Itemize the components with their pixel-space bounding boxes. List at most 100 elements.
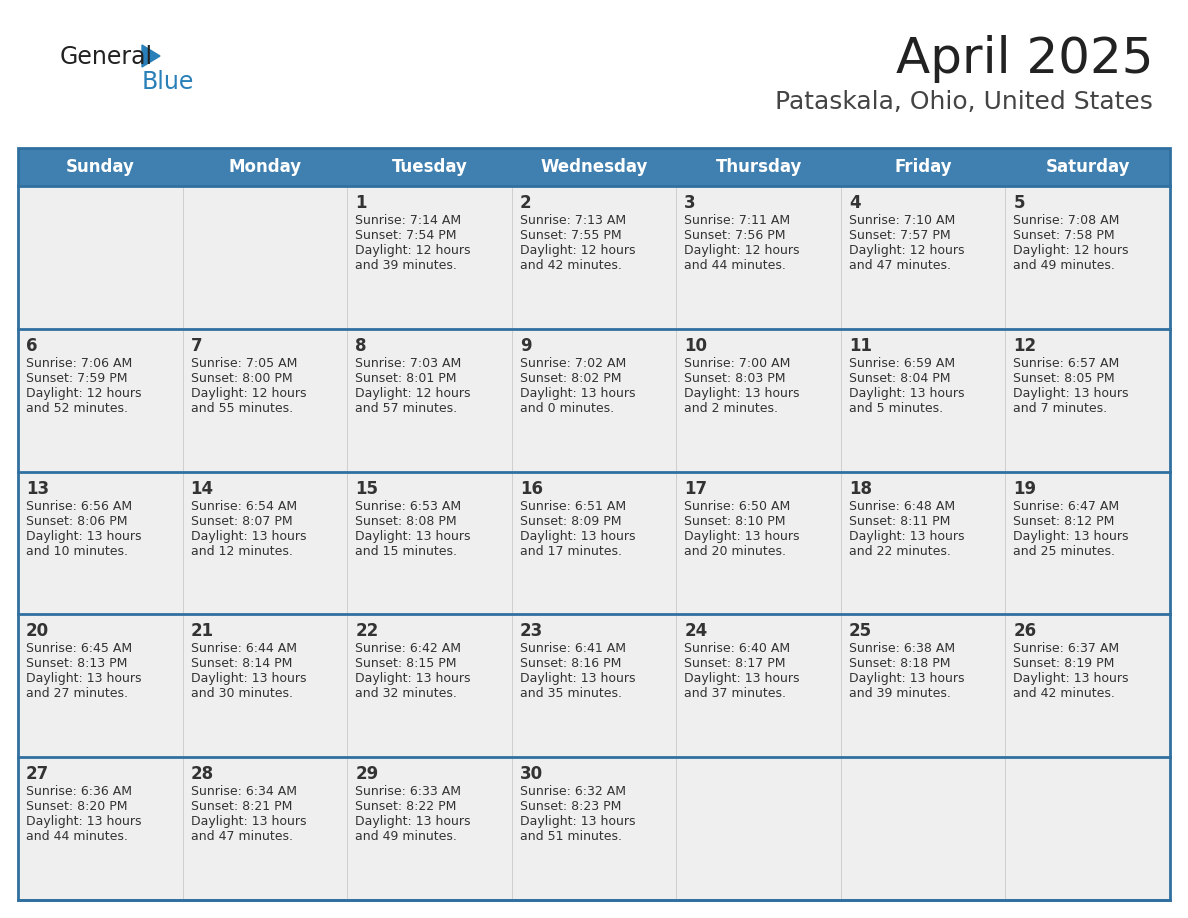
Text: Sunrise: 6:36 AM: Sunrise: 6:36 AM xyxy=(26,785,132,798)
Text: Sunset: 8:05 PM: Sunset: 8:05 PM xyxy=(1013,372,1116,385)
Text: Daylight: 13 hours: Daylight: 13 hours xyxy=(190,672,307,686)
Text: Sunset: 8:17 PM: Sunset: 8:17 PM xyxy=(684,657,785,670)
Text: Daylight: 13 hours: Daylight: 13 hours xyxy=(355,672,470,686)
Text: Sunset: 8:21 PM: Sunset: 8:21 PM xyxy=(190,800,292,813)
Text: Sunset: 8:09 PM: Sunset: 8:09 PM xyxy=(519,515,621,528)
Text: Sunset: 8:08 PM: Sunset: 8:08 PM xyxy=(355,515,456,528)
Text: and 17 minutes.: and 17 minutes. xyxy=(519,544,621,557)
Text: Thursday: Thursday xyxy=(715,158,802,176)
Text: Sunset: 8:19 PM: Sunset: 8:19 PM xyxy=(1013,657,1114,670)
Text: and 7 minutes.: and 7 minutes. xyxy=(1013,402,1107,415)
Text: and 49 minutes.: and 49 minutes. xyxy=(1013,259,1116,272)
Text: 29: 29 xyxy=(355,766,379,783)
Text: Sunrise: 6:34 AM: Sunrise: 6:34 AM xyxy=(190,785,297,798)
Text: Saturday: Saturday xyxy=(1045,158,1130,176)
Text: Sunrise: 7:06 AM: Sunrise: 7:06 AM xyxy=(26,357,132,370)
Text: and 5 minutes.: and 5 minutes. xyxy=(849,402,943,415)
Text: Sunrise: 7:05 AM: Sunrise: 7:05 AM xyxy=(190,357,297,370)
Text: and 35 minutes.: and 35 minutes. xyxy=(519,688,621,700)
Text: 15: 15 xyxy=(355,479,378,498)
Text: Sunrise: 6:57 AM: Sunrise: 6:57 AM xyxy=(1013,357,1119,370)
Text: Daylight: 13 hours: Daylight: 13 hours xyxy=(26,672,141,686)
Text: and 30 minutes.: and 30 minutes. xyxy=(190,688,292,700)
Text: 9: 9 xyxy=(519,337,531,354)
Bar xyxy=(18,148,1170,186)
Text: Sunrise: 6:44 AM: Sunrise: 6:44 AM xyxy=(190,643,297,655)
Text: Daylight: 12 hours: Daylight: 12 hours xyxy=(849,244,965,257)
Text: Sunset: 7:58 PM: Sunset: 7:58 PM xyxy=(1013,229,1116,242)
Text: 24: 24 xyxy=(684,622,708,641)
Text: Sunrise: 6:54 AM: Sunrise: 6:54 AM xyxy=(190,499,297,512)
Text: and 47 minutes.: and 47 minutes. xyxy=(190,830,292,844)
Text: Sunset: 8:00 PM: Sunset: 8:00 PM xyxy=(190,372,292,385)
Text: Sunset: 8:03 PM: Sunset: 8:03 PM xyxy=(684,372,785,385)
Text: and 39 minutes.: and 39 minutes. xyxy=(355,259,457,272)
Text: Sunset: 8:22 PM: Sunset: 8:22 PM xyxy=(355,800,456,813)
Text: 4: 4 xyxy=(849,194,860,212)
Text: 12: 12 xyxy=(1013,337,1037,354)
Text: Sunrise: 6:48 AM: Sunrise: 6:48 AM xyxy=(849,499,955,512)
Text: and 44 minutes.: and 44 minutes. xyxy=(684,259,786,272)
Text: 26: 26 xyxy=(1013,622,1037,641)
Bar xyxy=(18,148,1170,900)
Text: 14: 14 xyxy=(190,479,214,498)
Text: Sunrise: 7:10 AM: Sunrise: 7:10 AM xyxy=(849,214,955,227)
Text: Daylight: 13 hours: Daylight: 13 hours xyxy=(190,530,307,543)
Text: Daylight: 13 hours: Daylight: 13 hours xyxy=(26,530,141,543)
Text: Sunrise: 6:41 AM: Sunrise: 6:41 AM xyxy=(519,643,626,655)
Text: Sunset: 8:23 PM: Sunset: 8:23 PM xyxy=(519,800,621,813)
Text: 8: 8 xyxy=(355,337,367,354)
Text: Friday: Friday xyxy=(895,158,952,176)
Text: 30: 30 xyxy=(519,766,543,783)
Text: Sunrise: 6:53 AM: Sunrise: 6:53 AM xyxy=(355,499,461,512)
Text: 18: 18 xyxy=(849,479,872,498)
Text: Sunrise: 7:08 AM: Sunrise: 7:08 AM xyxy=(1013,214,1120,227)
Text: Sunset: 7:55 PM: Sunset: 7:55 PM xyxy=(519,229,621,242)
Text: General: General xyxy=(61,45,153,69)
Text: Sunrise: 7:13 AM: Sunrise: 7:13 AM xyxy=(519,214,626,227)
Text: 3: 3 xyxy=(684,194,696,212)
Text: Sunday: Sunday xyxy=(65,158,134,176)
Text: 10: 10 xyxy=(684,337,707,354)
Text: Sunset: 8:04 PM: Sunset: 8:04 PM xyxy=(849,372,950,385)
Text: Daylight: 13 hours: Daylight: 13 hours xyxy=(684,530,800,543)
Text: Sunset: 8:13 PM: Sunset: 8:13 PM xyxy=(26,657,127,670)
Text: Daylight: 13 hours: Daylight: 13 hours xyxy=(849,530,965,543)
Text: Daylight: 13 hours: Daylight: 13 hours xyxy=(1013,530,1129,543)
Text: 25: 25 xyxy=(849,622,872,641)
Text: Daylight: 12 hours: Daylight: 12 hours xyxy=(519,244,636,257)
Text: 2: 2 xyxy=(519,194,531,212)
Text: Sunrise: 6:42 AM: Sunrise: 6:42 AM xyxy=(355,643,461,655)
Text: Daylight: 13 hours: Daylight: 13 hours xyxy=(684,672,800,686)
Text: 17: 17 xyxy=(684,479,707,498)
Text: Sunrise: 6:56 AM: Sunrise: 6:56 AM xyxy=(26,499,132,512)
Text: Sunset: 8:10 PM: Sunset: 8:10 PM xyxy=(684,515,785,528)
Text: Daylight: 12 hours: Daylight: 12 hours xyxy=(355,244,470,257)
Text: Daylight: 13 hours: Daylight: 13 hours xyxy=(519,386,636,400)
Bar xyxy=(18,614,1170,757)
Text: Blue: Blue xyxy=(143,70,195,94)
Text: Sunset: 8:20 PM: Sunset: 8:20 PM xyxy=(26,800,127,813)
Text: and 10 minutes.: and 10 minutes. xyxy=(26,544,128,557)
Text: 27: 27 xyxy=(26,766,49,783)
Text: Daylight: 12 hours: Daylight: 12 hours xyxy=(355,386,470,400)
Text: 16: 16 xyxy=(519,479,543,498)
Text: and 39 minutes.: and 39 minutes. xyxy=(849,688,950,700)
Text: and 42 minutes.: and 42 minutes. xyxy=(1013,688,1116,700)
Text: Daylight: 13 hours: Daylight: 13 hours xyxy=(355,530,470,543)
Bar xyxy=(18,472,1170,614)
Text: and 37 minutes.: and 37 minutes. xyxy=(684,688,786,700)
Text: Sunset: 8:12 PM: Sunset: 8:12 PM xyxy=(1013,515,1114,528)
Text: and 15 minutes.: and 15 minutes. xyxy=(355,544,457,557)
Text: and 25 minutes.: and 25 minutes. xyxy=(1013,544,1116,557)
Text: Sunset: 8:14 PM: Sunset: 8:14 PM xyxy=(190,657,292,670)
Text: April 2025: April 2025 xyxy=(896,35,1154,83)
Text: and 52 minutes.: and 52 minutes. xyxy=(26,402,128,415)
Text: Sunrise: 6:59 AM: Sunrise: 6:59 AM xyxy=(849,357,955,370)
Text: and 2 minutes.: and 2 minutes. xyxy=(684,402,778,415)
Text: 6: 6 xyxy=(26,337,38,354)
Text: 28: 28 xyxy=(190,766,214,783)
Text: Monday: Monday xyxy=(228,158,302,176)
Text: and 12 minutes.: and 12 minutes. xyxy=(190,544,292,557)
Text: Sunset: 7:56 PM: Sunset: 7:56 PM xyxy=(684,229,785,242)
